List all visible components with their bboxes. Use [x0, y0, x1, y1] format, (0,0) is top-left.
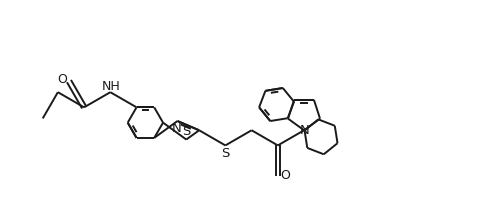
Text: NH: NH: [102, 80, 121, 93]
Text: O: O: [57, 73, 67, 86]
Text: O: O: [280, 169, 290, 182]
Text: N: N: [171, 122, 181, 135]
Text: N: N: [299, 124, 309, 137]
Text: S: S: [221, 147, 229, 160]
Text: S: S: [182, 125, 190, 138]
